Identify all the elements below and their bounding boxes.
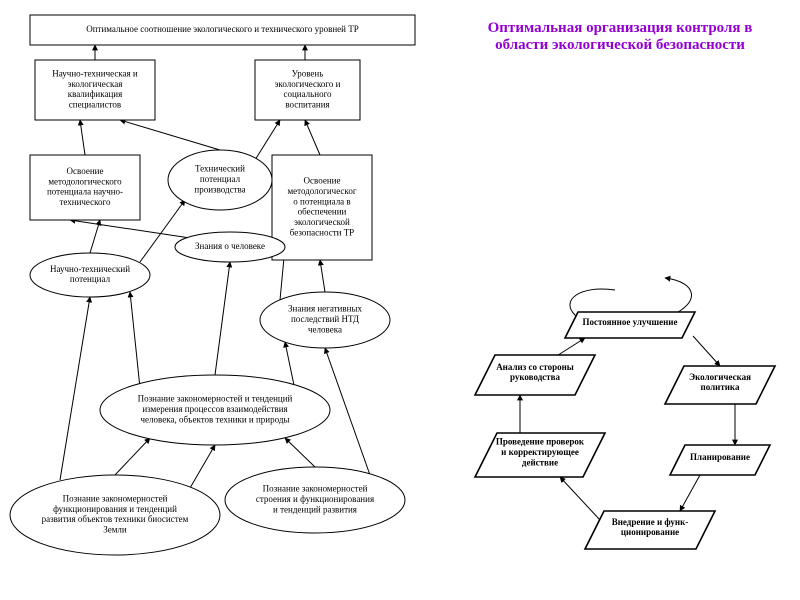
svg-text:Земли: Земли <box>103 525 127 535</box>
rect-r4: Освоениеметодологического потенциала воб… <box>272 155 372 260</box>
ellipse-e7: Познание закономерностейстроения и функц… <box>225 467 405 533</box>
svg-text:Знания негативных: Знания негативных <box>288 304 362 314</box>
svg-text:Внедрение и функ-: Внедрение и функ- <box>612 517 689 527</box>
ellipse-e5: Познание закономерностей и тенденцийизме… <box>100 375 330 445</box>
svg-text:технического: технического <box>59 197 111 207</box>
diagram-canvas: Оптимальное соотношение экологического и… <box>0 0 800 600</box>
right-cycle: Постоянное улучшение Анализ со сторонырук… <box>475 278 775 549</box>
svg-text:Уровень: Уровень <box>292 69 324 79</box>
svg-text:функционирования и тенденций: функционирования и тенденций <box>53 504 177 514</box>
ellipse-e3: Научно-техническийпотенциал <box>30 253 150 297</box>
svg-text:Технический: Технический <box>195 164 245 174</box>
svg-text:потенциала научно-: потенциала научно- <box>47 187 123 197</box>
svg-text:Освоение: Освоение <box>304 176 341 186</box>
svg-text:Освоение: Освоение <box>67 166 104 176</box>
left-flowchart: Оптимальное соотношение экологического и… <box>10 15 415 555</box>
svg-text:потенциал: потенциал <box>70 274 111 284</box>
svg-text:специалистов: специалистов <box>69 100 121 110</box>
svg-text:и тенденций развития: и тенденций развития <box>273 504 357 514</box>
svg-text:воспитания: воспитания <box>285 100 329 110</box>
ellipse-e1: Техническийпотенциалпроизводства <box>168 150 272 210</box>
ellipse-e4: Знания негативныхпоследствий НТДчеловека <box>260 292 390 348</box>
svg-text:безопасности ТР: безопасности ТР <box>290 227 354 237</box>
svg-text:квалификация: квалификация <box>68 89 123 99</box>
rect-r2: Уровеньэкологического исоциальноговоспит… <box>255 60 360 120</box>
svg-text:Постоянное улучшение: Постоянное улучшение <box>583 317 678 327</box>
svg-text:человека: человека <box>308 324 342 334</box>
svg-text:потенциал: потенциал <box>200 174 241 184</box>
svg-text:Проведение проверок: Проведение проверок <box>496 437 585 447</box>
svg-text:Познание закономерностей: Познание закономерностей <box>63 494 168 504</box>
svg-text:методологического: методологического <box>48 176 122 186</box>
svg-text:политика: политика <box>701 382 740 392</box>
svg-text:измерения процессов взаимодейс: измерения процессов взаимодействия <box>142 404 287 414</box>
svg-text:Оптимальное соотношение эколог: Оптимальное соотношение экологического и… <box>86 24 359 34</box>
svg-text:методологическог: методологическог <box>287 186 356 196</box>
svg-text:действие: действие <box>522 457 558 467</box>
svg-text:Экологическая: Экологическая <box>689 372 751 382</box>
cycle-p_eco: Экологическаяполитика <box>665 366 775 404</box>
cycle-p_check: Проведение провероки корректирующеедейст… <box>475 433 605 477</box>
svg-text:Анализ со стороны: Анализ со стороны <box>496 362 574 372</box>
cycle-p_top: Постоянное улучшение <box>565 312 695 338</box>
ellipse-e2: Знания о человеке <box>175 232 285 262</box>
ellipse-e6: Познание закономерностейфункционирования… <box>10 475 220 555</box>
svg-text:последствий НТД: последствий НТД <box>291 314 359 324</box>
svg-text:производства: производства <box>194 184 245 194</box>
svg-text:Научно-техническая и: Научно-техническая и <box>52 69 138 79</box>
svg-text:ционирование: ционирование <box>621 527 679 537</box>
svg-text:Знания о человеке: Знания о человеке <box>195 241 265 251</box>
svg-text:экологического и: экологического и <box>275 79 341 89</box>
cycle-p_plan: Планирование <box>670 445 770 475</box>
svg-text:человека, объектов техники и п: человека, объектов техники и природы <box>141 414 290 424</box>
svg-text:и корректирующее: и корректирующее <box>501 447 579 457</box>
svg-text:Познание закономерностей и тен: Познание закономерностей и тенденций <box>138 394 293 404</box>
svg-text:Планирование: Планирование <box>690 452 750 462</box>
rect-r3: Освоениеметодологическогопотенциала науч… <box>30 155 140 220</box>
svg-text:развития объектов техники био: развития объектов техники биосистем <box>42 514 189 524</box>
svg-text:социального: социального <box>283 89 332 99</box>
svg-text:о потенциала в: о потенциала в <box>293 196 350 206</box>
svg-text:руководства: руководства <box>510 372 561 382</box>
svg-text:экологическая: экологическая <box>68 79 123 89</box>
svg-text:Научно-технический: Научно-технический <box>50 264 130 274</box>
page-title: Оптимальная организация контроля в облас… <box>460 20 780 54</box>
svg-text:обеспечении: обеспечении <box>298 207 347 217</box>
svg-text:строения и функционирования: строения и функционирования <box>256 494 374 504</box>
cycle-p_impl: Внедрение и функ-ционирование <box>585 511 715 549</box>
cycle-p_anal: Анализ со стороныруководства <box>475 355 595 395</box>
svg-text:Познание закономерностей: Познание закономерностей <box>263 484 368 494</box>
rect-r1: Научно-техническая иэкологическаяквалифи… <box>35 60 155 120</box>
rect-top: Оптимальное соотношение экологического и… <box>30 15 415 45</box>
svg-text:экологической: экологической <box>294 217 350 227</box>
